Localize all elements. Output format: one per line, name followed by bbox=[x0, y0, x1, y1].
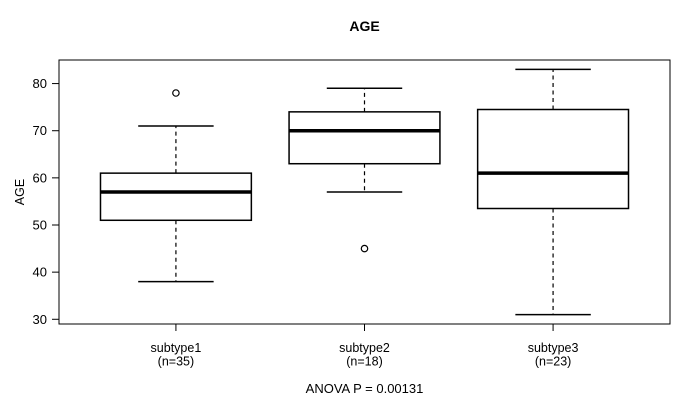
x-tick-label-subtype3: subtype3 bbox=[528, 341, 579, 355]
outlier-point-subtype1 bbox=[172, 89, 180, 97]
x-tick-sublabel-subtype2: (n=18) bbox=[346, 355, 382, 369]
x-tick-label-subtype2: subtype2 bbox=[339, 341, 390, 355]
anova-annotation: ANOVA P = 0.00131 bbox=[305, 381, 424, 396]
outlier-point-subtype2 bbox=[360, 244, 369, 253]
y-tick-label: 50 bbox=[33, 218, 47, 233]
chart-title: AGE bbox=[349, 18, 380, 34]
y-tick-label: 60 bbox=[33, 170, 47, 185]
box-subtype1 bbox=[99, 172, 253, 222]
x-tick-sublabel-subtype3: (n=23) bbox=[535, 355, 571, 369]
y-tick-label: 30 bbox=[33, 312, 47, 327]
y-tick-label: 40 bbox=[33, 265, 47, 280]
box-subtype2 bbox=[288, 111, 441, 165]
x-tick-sublabel-subtype1: (n=35) bbox=[158, 355, 194, 369]
y-tick-label: 70 bbox=[33, 123, 47, 138]
y-tick-label: 80 bbox=[33, 76, 47, 91]
box-subtype3 bbox=[476, 108, 630, 210]
x-tick-label-subtype1: subtype1 bbox=[151, 341, 202, 355]
